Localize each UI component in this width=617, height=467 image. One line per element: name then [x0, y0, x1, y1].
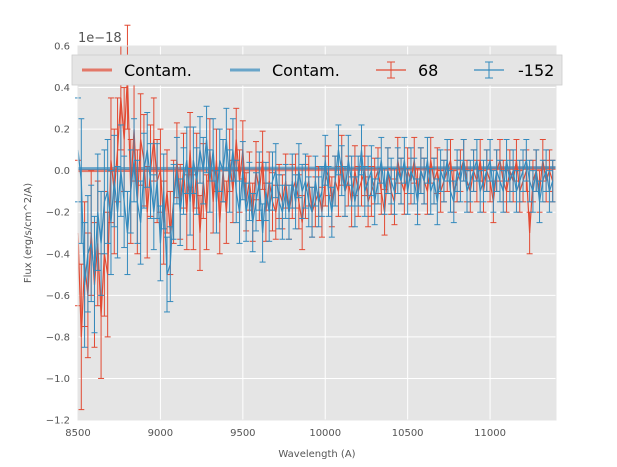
legend-item: 68	[376, 61, 438, 80]
legend-label: -152	[518, 61, 554, 80]
series-1	[77, 166, 557, 171]
x-tick-label: 11000	[474, 428, 506, 439]
y-tick-label: 0.0	[54, 166, 70, 177]
plot-background	[78, 46, 556, 420]
y-offset-label: 1e−18	[78, 31, 122, 46]
y-tick-label: 0.2	[54, 125, 70, 136]
series-line	[77, 139, 554, 286]
legend-label: 68	[418, 61, 438, 80]
y-tick-label: −0.8	[46, 332, 70, 343]
x-tick-label: 8500	[65, 428, 90, 439]
legend-item: Contam.	[230, 61, 340, 80]
plot-frame	[77, 45, 557, 421]
y-tick-label: −0.2	[46, 208, 70, 219]
series-layer	[75, 24, 557, 411]
series-3	[75, 97, 556, 348]
x-tick-label: 10500	[392, 428, 424, 439]
x-axis-label: Wavelength (A)	[278, 449, 355, 460]
legend-label: Contam.	[272, 61, 340, 80]
x-axis-ticks: 8500 9000 9500 10000 10500 11000	[65, 428, 506, 439]
legend-label: Contam.	[124, 61, 192, 80]
legend-item: -152	[474, 61, 554, 80]
y-tick-label: 0.6	[54, 42, 70, 53]
legend-item: Contam.	[82, 61, 192, 80]
y-tick-label: −1.0	[46, 374, 70, 385]
y-tick-label: 0.4	[54, 83, 70, 94]
y-axis-ticks: −1.2 −1.0 −0.8 −0.6 −0.4 −0.2 0.0 0.2 0.4 0.6	[46, 42, 70, 427]
x-tick-label: 10000	[309, 428, 341, 439]
x-tick-label: 9500	[230, 428, 255, 439]
y-tick-label: −0.4	[46, 249, 70, 260]
legend: Contam. Contam. 68 -152	[71, 54, 563, 86]
y-axis-label: Flux (erg/s/cm^2/A)	[23, 183, 34, 283]
contam-line	[77, 166, 557, 171]
x-tick-label: 9000	[148, 428, 173, 439]
y-tick-label: −1.2	[46, 416, 70, 427]
y-tick-label: −0.6	[46, 291, 70, 302]
